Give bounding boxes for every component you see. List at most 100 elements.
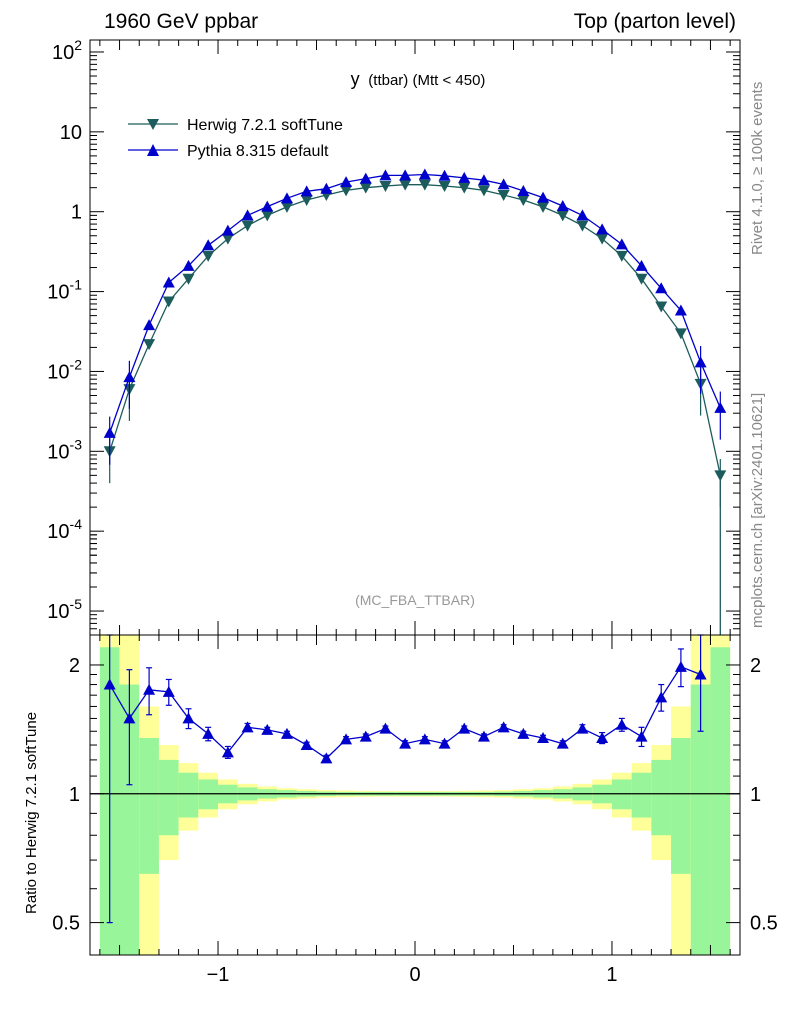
pythia-point [241,209,254,221]
pythia-point [537,191,550,203]
herwig-point [359,182,372,194]
herwig-point [241,220,254,232]
ratio-point [320,752,333,764]
ratio-y-tick-label: 1 [69,784,80,806]
pythia-point [615,238,628,250]
herwig-point [458,182,471,194]
header-left: 1960 GeV ppbar [104,10,258,33]
ratio-point [300,739,313,751]
x-tick-label: 0 [409,964,420,986]
herwig-point [635,273,648,285]
herwig-point [615,250,628,262]
legend-herwig-marker [147,119,159,130]
ratio-point [359,730,372,742]
x-tick-label: −1 [207,964,230,986]
herwig-point [162,296,175,308]
pythia-point [399,169,412,181]
pythia-point [143,319,156,331]
green-band-bin [671,738,691,874]
pythia-point [182,259,195,271]
pythia-point [202,239,215,251]
herwig-point [300,195,313,207]
pythia-point [596,223,609,235]
pythia-point [340,176,353,188]
plot-title-main: y [351,69,360,89]
analysis-tag: (MC_FBA_TTBAR) [355,592,475,608]
herwig-point [674,328,687,340]
ratio-point [497,721,510,733]
ratio-point [143,683,156,695]
plot-title-sub: (ttbar) (Mtt < 450) [368,72,485,89]
plot-title: y (ttbar) (Mtt < 450) [351,69,486,89]
ratio-point [694,668,707,680]
green-band-bin [651,759,672,836]
ratio-point [241,721,254,733]
pythia-point [477,174,490,186]
pythia-point [438,169,451,181]
herwig-point [221,233,234,245]
pythia-point [517,184,530,196]
legend: Herwig 7.2.1 softTune Pythia 8.315 defau… [128,117,343,160]
ratio-y-tick-label-right: 0.5 [750,913,778,935]
herwig-point [576,220,589,232]
ratio-point [596,732,609,744]
y-tick-label: 10-2 [47,356,82,383]
pythia-point [379,169,392,181]
ratio-point [280,727,293,739]
ratio-point [162,685,175,697]
ratio-point [438,737,451,749]
pythia-point [576,209,589,221]
herwig-point [399,179,412,191]
green-band-bin [631,772,652,818]
herwig-point [182,273,195,285]
herwig-point [655,301,668,313]
ratio-point [517,727,530,739]
y-tick-label: 1 [71,202,82,224]
pythia-point [674,304,687,316]
ratio-y-tick-label: 2 [69,655,80,677]
herwig-point [497,189,510,201]
ratio-point [379,722,392,734]
ratio-y-tick-label-right: 1 [750,784,761,806]
herwig-point [202,250,215,262]
legend-pythia-marker [147,144,159,156]
ratio-ylabel: Ratio to Herwig 7.2.1 softTune [23,712,40,914]
ratio-point [399,737,412,749]
y-tick-label: 102 [52,37,82,64]
pythia-point [458,171,471,183]
ratio-point [674,660,687,672]
legend-pythia-label: Pythia 8.315 default [187,143,329,160]
y-tick-label: 10-5 [47,596,82,623]
rivet-label: Rivet 4.1.0, ≥ 100k events [749,82,766,255]
ratio-point [556,737,569,749]
ratio-point [655,691,668,703]
herwig-line [109,184,721,476]
green-band-bin [119,684,140,955]
herwig-point [418,179,431,191]
ratio-point [340,733,353,745]
pythia-point [320,182,333,194]
ratio-point [103,678,116,690]
y-tick-label: 10-3 [47,436,82,463]
ratio-point [458,722,471,734]
pythia-point [221,224,234,236]
herwig-point [477,185,490,197]
herwig-point [340,185,353,197]
ratio-point [635,730,648,742]
y-tick-label: 10-1 [47,277,82,304]
green-band-bin [710,647,731,955]
pythia-point [103,426,116,438]
ratio-point [182,712,195,724]
green-band-bin [690,684,711,955]
y-tick-label: 10-4 [47,516,82,543]
pythia-point [556,199,569,211]
x-tick-label: 1 [606,964,617,986]
ratio-point [477,730,490,742]
pythia-point [497,178,510,190]
ratio-point [261,723,274,735]
herwig-point [537,201,550,213]
pythia-point [280,192,293,204]
ratio-point [615,718,628,730]
ratio-point [123,712,136,724]
